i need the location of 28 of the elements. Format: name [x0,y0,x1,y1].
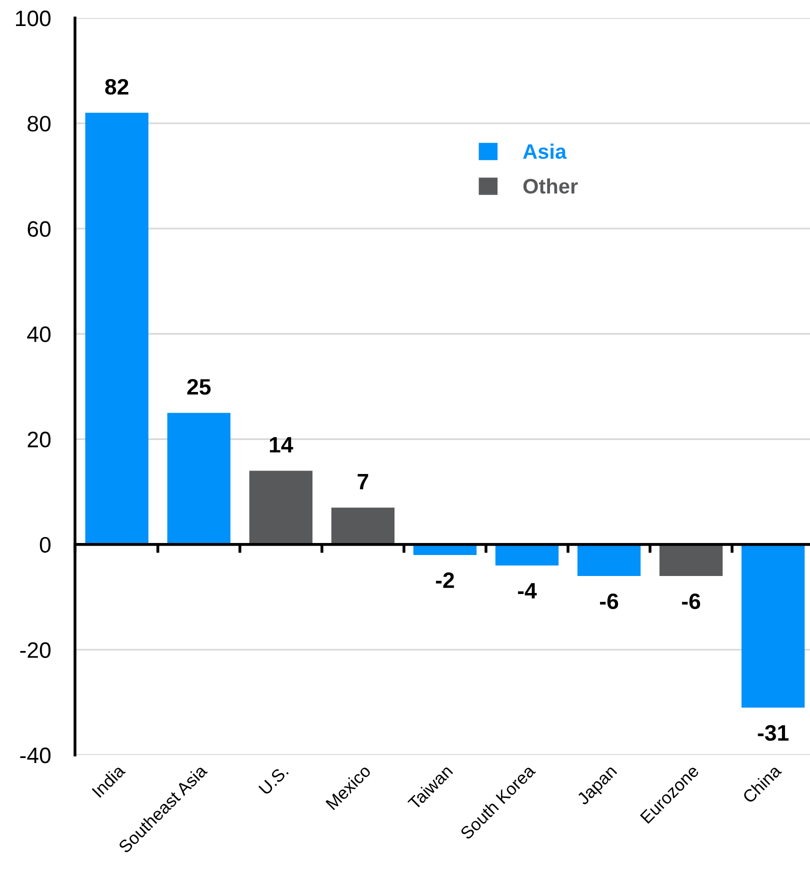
legend-label: Other [523,178,578,194]
bar [85,112,148,544]
y-tick-label: 20 [28,432,51,448]
bar [167,412,230,544]
bar [742,544,805,708]
data-label: -6 [682,593,700,610]
data-label: -2 [436,572,454,588]
data-label: -31 [758,725,789,741]
y-tick-label: -40 [20,748,51,764]
data-label: -4 [518,583,537,598]
y-tick-label: 60 [28,221,51,237]
data-label: 25 [187,379,211,395]
bar [249,470,312,544]
y-tick-label: 80 [28,116,51,132]
data-label: -6 [600,593,618,610]
x-tick-label: U.S. [258,764,289,796]
data-label: 82 [105,78,128,95]
data-label: 7 [358,474,368,490]
bar [331,508,395,544]
legend-label: Asia [523,144,567,159]
bar [577,544,641,576]
bar [659,544,723,576]
y-tick-label: 40 [27,326,51,342]
data-label: 14 [270,437,294,452]
bar [495,544,559,566]
y-tick-label: 100 [16,10,51,26]
y-tick-label: 0 [40,536,51,553]
y-tick-label: -20 [20,642,51,658]
